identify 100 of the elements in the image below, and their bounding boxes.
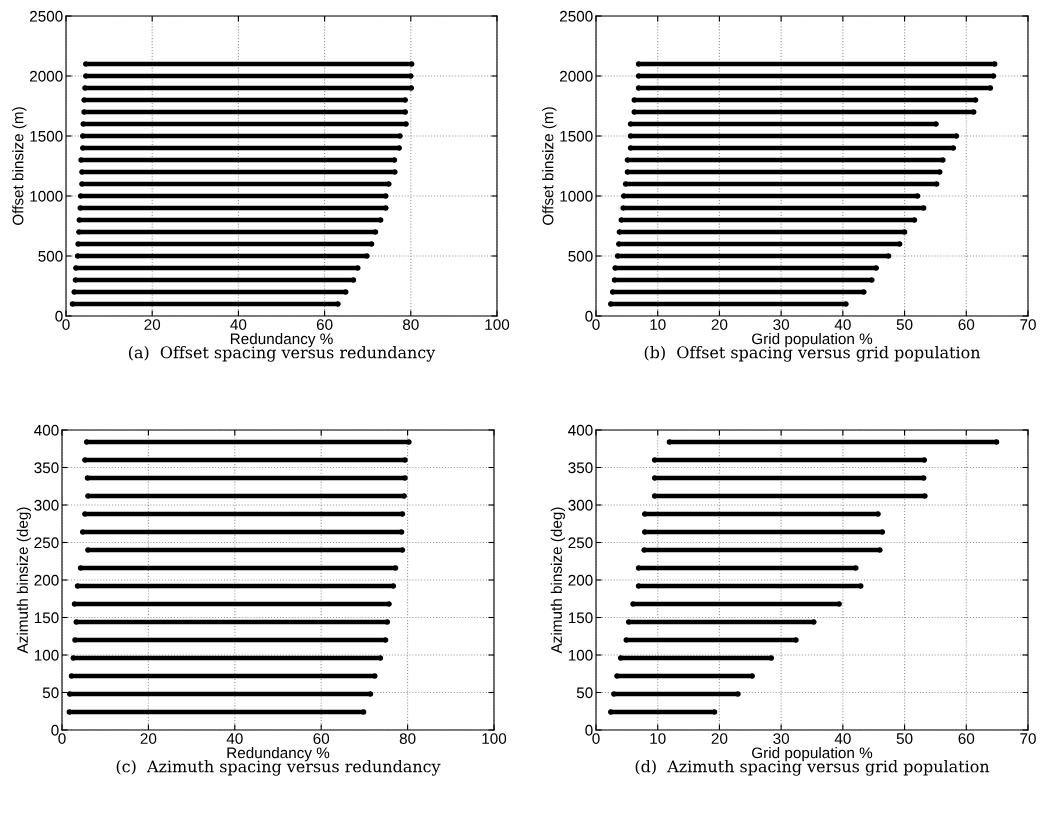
point [81, 109, 87, 115]
point [73, 265, 79, 271]
y-tick-label: 350 [568, 462, 593, 474]
point [922, 493, 928, 499]
x-tick-label: 0 [62, 319, 70, 330]
x-tick-label: 80 [399, 733, 416, 744]
x-tick-label: 100 [485, 319, 510, 330]
point [367, 691, 374, 697]
point [383, 205, 389, 211]
point [873, 265, 879, 271]
y-tick-label: 350 [34, 462, 59, 474]
y-tick-label: 150 [34, 612, 59, 624]
point [611, 691, 617, 697]
point [651, 475, 658, 481]
y-tick-label: 250 [34, 537, 59, 549]
point [651, 493, 658, 499]
point [622, 181, 629, 187]
point [83, 439, 90, 445]
point [921, 457, 928, 463]
point [953, 133, 960, 139]
x-tick-label: 10 [650, 733, 666, 744]
x-tick-label: 60 [316, 319, 333, 330]
point [635, 565, 642, 571]
point [364, 253, 370, 259]
point [383, 193, 389, 199]
y-axis-title: Offset binsize (m) [542, 107, 557, 225]
y-tick-label: 400 [34, 424, 59, 436]
point [877, 547, 883, 553]
point [875, 511, 881, 517]
x-tick-label: 60 [958, 733, 975, 744]
x-tick-label: 40 [230, 319, 247, 330]
x-tick-label: 40 [834, 733, 851, 744]
x-tick-label: 30 [773, 733, 790, 744]
y-axis-title: Azimuth binsize (deg) [16, 507, 31, 654]
point [408, 73, 414, 79]
point [617, 655, 624, 661]
point [836, 601, 842, 607]
point [402, 97, 408, 103]
point [335, 301, 341, 307]
point [72, 637, 78, 643]
y-tick-label: 0 [585, 724, 593, 736]
point [625, 619, 632, 625]
y-tick-label: 1500 [560, 130, 593, 142]
point [627, 121, 634, 127]
point [386, 181, 392, 187]
y-tick-label: 50 [576, 687, 593, 699]
y-tick-label: 0 [585, 310, 593, 322]
point [355, 265, 361, 271]
point [71, 289, 77, 295]
point [627, 145, 634, 151]
point [651, 457, 658, 463]
x-tick-label: 60 [958, 319, 975, 330]
point [77, 193, 84, 199]
point [390, 583, 397, 589]
y-tick-label: 300 [34, 499, 59, 511]
point [72, 277, 79, 283]
point [612, 265, 618, 271]
point [901, 229, 908, 235]
x-tick-label: 30 [773, 319, 790, 330]
point [402, 109, 408, 115]
y-tick-label: 250 [568, 537, 593, 549]
point [382, 637, 389, 643]
point [402, 457, 408, 463]
point [611, 277, 618, 283]
point [879, 529, 886, 535]
point [630, 601, 636, 607]
point [79, 529, 86, 535]
x-tick-label: 10 [650, 319, 666, 330]
point [82, 85, 88, 91]
x-tick-label: 20 [711, 733, 728, 744]
point [911, 217, 918, 223]
point [624, 157, 631, 163]
y-tick-label: 1000 [560, 190, 593, 202]
x-tick-label: 20 [140, 733, 157, 744]
point [914, 193, 921, 199]
x-tick-label: 0 [592, 733, 600, 744]
x-tick-label: 50 [896, 319, 913, 330]
point [80, 145, 86, 151]
point [76, 229, 82, 235]
point [398, 529, 405, 535]
point [666, 439, 673, 445]
point [987, 85, 994, 91]
point [368, 241, 375, 247]
point [620, 205, 626, 211]
point [950, 145, 957, 151]
point [793, 637, 799, 643]
point [635, 61, 642, 67]
y-tick-label: 2000 [30, 70, 63, 82]
point [811, 619, 817, 625]
point [83, 73, 89, 79]
point [609, 289, 616, 295]
point [82, 511, 88, 517]
point [75, 241, 81, 247]
y-tick-label: 2000 [560, 70, 593, 82]
point [386, 601, 392, 607]
y-tick-label: 100 [34, 649, 59, 661]
point [82, 457, 88, 463]
point [608, 301, 614, 307]
point [77, 565, 84, 571]
point [79, 169, 85, 175]
